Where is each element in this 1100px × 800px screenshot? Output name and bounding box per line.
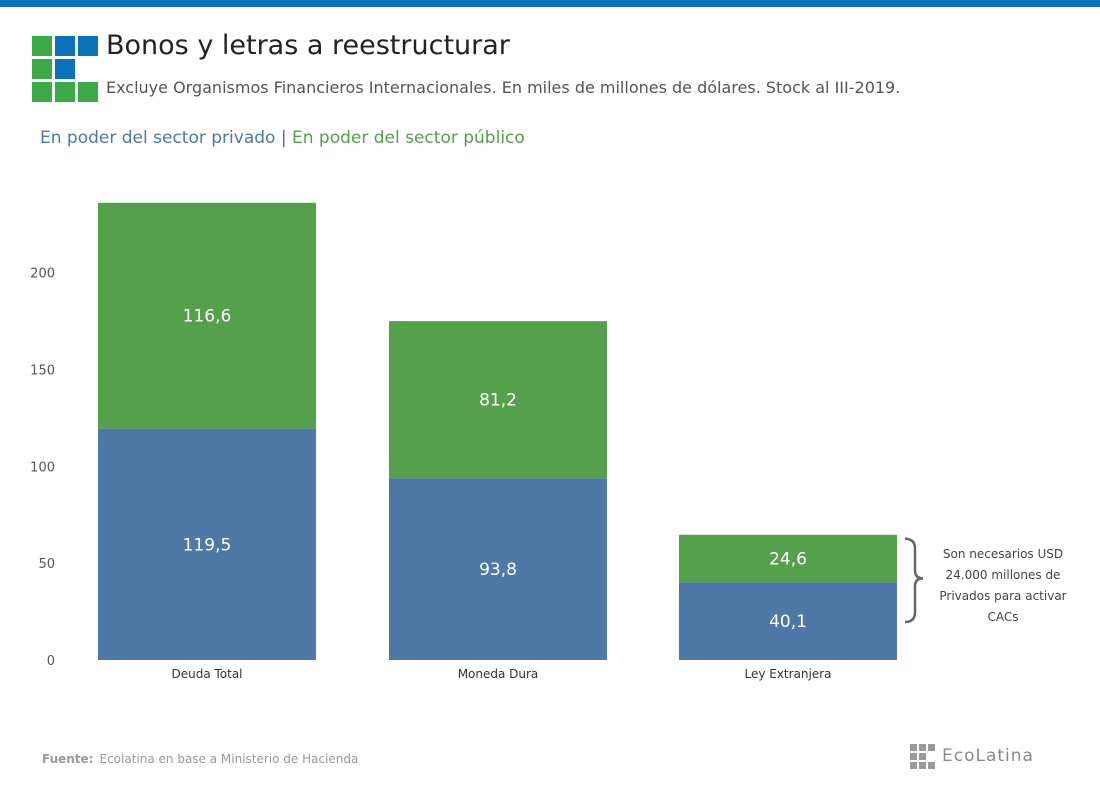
y-tick-label: 150 bbox=[30, 364, 55, 379]
logo-square-6 bbox=[32, 82, 52, 102]
logo-square-7 bbox=[55, 82, 75, 102]
legend-separator: | bbox=[280, 128, 287, 148]
bar-segment-private bbox=[98, 428, 316, 660]
source-text: Ecolatina en base a Ministerio de Hacien… bbox=[99, 752, 359, 766]
x-category-label: Deuda Total bbox=[171, 667, 242, 681]
x-category-label: Moneda Dura bbox=[458, 667, 539, 681]
y-tick-label: 50 bbox=[38, 557, 55, 572]
logo-square-3 bbox=[78, 36, 98, 56]
data-label: 116,6 bbox=[183, 307, 232, 327]
logo-square-1 bbox=[32, 36, 52, 56]
annotation-brace-icon bbox=[904, 537, 924, 624]
legend-item-private: En poder del sector privado bbox=[40, 128, 276, 148]
legend: En poder del sector privado | En poder d… bbox=[40, 128, 525, 148]
data-label: 81,2 bbox=[479, 391, 517, 411]
source-key: Fuente: bbox=[42, 752, 94, 766]
logo-square-4 bbox=[32, 59, 52, 79]
bar-segment-private bbox=[389, 478, 607, 660]
annotation-text-line: 24.000 millones de bbox=[946, 568, 1061, 582]
logo-square-2 bbox=[55, 36, 75, 56]
annotation-text-line: Privados para activar bbox=[939, 589, 1066, 603]
footer-logo-icon bbox=[910, 744, 935, 769]
data-label: 24,6 bbox=[769, 550, 807, 570]
y-tick-label: 200 bbox=[30, 267, 55, 282]
source-note: Fuente: Ecolatina en base a Ministerio de… bbox=[42, 752, 358, 766]
footer-logo-text: EcoLatina bbox=[942, 746, 1034, 766]
annotation-text-line: Son necesarios USD bbox=[943, 547, 1063, 561]
bar-segment-public bbox=[98, 202, 316, 429]
top-accent-bar bbox=[0, 0, 1100, 7]
y-tick-label: 100 bbox=[30, 460, 55, 475]
data-label: 119,5 bbox=[183, 535, 232, 555]
bar-segment-public bbox=[389, 321, 607, 479]
bar-segment-private bbox=[679, 582, 897, 660]
data-label: 93,8 bbox=[479, 560, 517, 580]
bar-segment-public bbox=[679, 534, 897, 583]
legend-item-public: En poder del sector público bbox=[291, 128, 525, 148]
annotation-text-line: CACs bbox=[987, 610, 1018, 624]
x-category-label: Ley Extranjera bbox=[744, 667, 831, 681]
chart-subtitle: Excluye Organismos Financieros Internaci… bbox=[106, 78, 901, 97]
chart-title: Bonos y letras a reestructurar bbox=[106, 30, 510, 61]
stacked-bar-chart: 0 50 100 150 200 119,5 116,6 Deuda Total 93,8 81,… bbox=[30, 202, 1067, 681]
logo-square-8 bbox=[78, 82, 98, 102]
y-tick-label: 0 bbox=[47, 654, 55, 669]
logo-square-5 bbox=[55, 59, 75, 79]
data-label: 40,1 bbox=[769, 612, 807, 632]
brand-logo-icon bbox=[32, 36, 98, 102]
